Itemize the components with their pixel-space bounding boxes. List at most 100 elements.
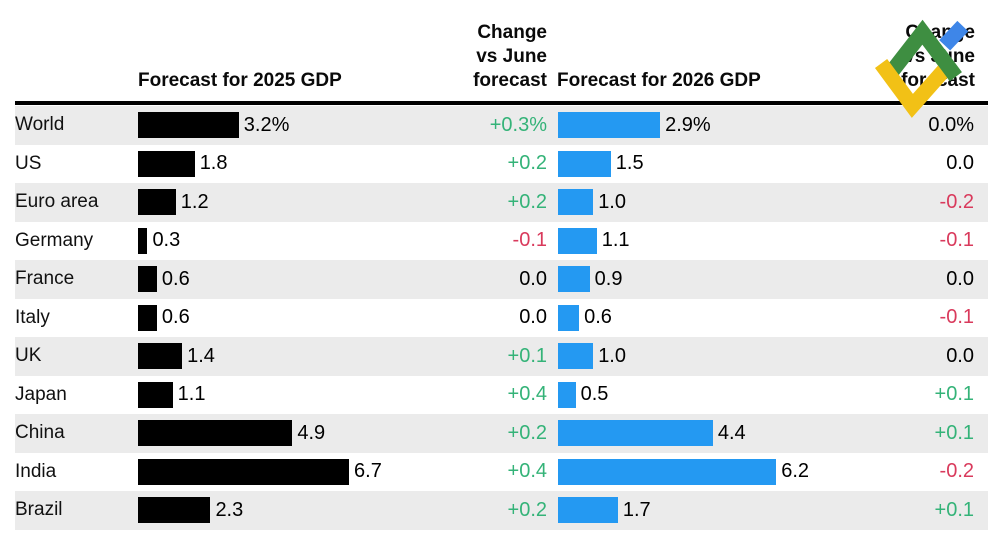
gdp-2026-cell: 1.0	[547, 343, 884, 370]
gdp-2025-value: 1.8	[199, 152, 228, 175]
row-label: UK	[15, 345, 42, 367]
gdp-2026-cell: 0.6	[547, 304, 884, 331]
table-row: Brazil 2.3 +0.2 1.7 +0.1	[15, 491, 988, 530]
gdp-2025-cell: 0.6	[138, 266, 460, 293]
gdp-2026-value: 1.7	[622, 498, 651, 521]
table-row: China 4.9 +0.2 4.4 +0.1	[15, 414, 988, 453]
gdp-2025-bar	[138, 304, 157, 331]
gdp-2025-value: 4.9	[297, 421, 326, 444]
change-2025-value: 0.0	[519, 306, 547, 329]
row-label: US	[15, 152, 42, 174]
gdp-2026-bar	[558, 266, 590, 293]
gdp-2025-bar	[138, 189, 176, 216]
change-2026-value: -0.2	[939, 460, 974, 483]
gdp-2026-value: 0.9	[594, 267, 623, 290]
header-change-vs-june-2025: Change vs June forecast	[473, 22, 547, 91]
row-label: Germany	[15, 229, 94, 251]
gdp-2026-cell: 2.9%	[547, 112, 884, 139]
change-2025-value: 0.0	[519, 267, 547, 290]
gdp-2026-bar	[558, 381, 576, 408]
change-2025-value: +0.2	[507, 421, 547, 444]
gdp-2025-value: 0.3	[152, 229, 181, 252]
gdp-2026-bar	[558, 497, 618, 524]
change-2026-value: 0.0%	[928, 113, 974, 136]
change-2025-value: +0.4	[507, 460, 547, 483]
gdp-2026-value: 2.9%	[665, 113, 711, 136]
row-label: Japan	[15, 383, 67, 405]
gdp-2025-cell: 6.7	[138, 458, 460, 485]
gdp-2026-value: 1.0	[598, 190, 626, 213]
table-body: World 3.2% +0.3% 2.9% 0.0% US 1.8 +0.2 1.5 0.0 Eur…	[15, 106, 988, 530]
gdp-2026-bar	[558, 189, 594, 216]
gdp-2025-cell: 1.4	[138, 343, 460, 370]
gdp-2025-cell: 1.1	[138, 381, 460, 408]
table-row: India 6.7 +0.4 6.2 -0.2	[15, 452, 988, 491]
row-label: Euro area	[15, 191, 99, 213]
table-row: Euro area 1.2 +0.2 1.0 -0.2	[15, 183, 988, 222]
gdp-2025-bar	[138, 497, 211, 524]
gdp-2026-cell: 1.0	[547, 189, 884, 216]
gdp-2025-value: 0.6	[161, 306, 190, 329]
gdp-2025-bar	[138, 112, 239, 139]
change-2026-value: 0.0	[946, 152, 974, 175]
change-2025-value: +0.2	[507, 498, 547, 521]
change-2026-value: -0.1	[939, 306, 974, 329]
gdp-2026-value: 1.0	[598, 344, 626, 367]
header-forecast-2026: Forecast for 2026 GDP	[557, 70, 761, 91]
change-2026-value: -0.1	[939, 229, 974, 252]
gdp-2026-cell: 0.5	[547, 381, 884, 408]
gdp-2025-cell: 4.9	[138, 420, 460, 447]
logo-yellow-check-icon	[874, 56, 958, 118]
row-label: Italy	[15, 306, 50, 328]
gdp-2026-bar	[558, 458, 777, 485]
gdp-2026-cell: 4.4	[547, 420, 884, 447]
gdp-2026-bar	[558, 227, 597, 254]
row-label: World	[15, 114, 65, 136]
gdp-2025-cell: 1.8	[138, 150, 460, 177]
gdp-2025-bar	[138, 343, 183, 370]
header-forecast-2025: Forecast for 2025 GDP	[138, 70, 342, 91]
gdp-2025-bar	[138, 458, 350, 485]
gdp-2026-bar	[558, 304, 580, 331]
change-2025-value: +0.2	[507, 152, 547, 175]
gdp-2025-value: 0.6	[161, 267, 190, 290]
table-row: UK 1.4 +0.1 1.0 0.0	[15, 337, 988, 376]
row-label: France	[15, 268, 75, 290]
gdp-2026-bar	[558, 112, 661, 139]
gdp-2026-value: 0.6	[584, 306, 612, 329]
gdp-2025-bar	[138, 266, 157, 293]
table-row: World 3.2% +0.3% 2.9% 0.0%	[15, 106, 988, 145]
header-divider-rule	[15, 101, 988, 105]
logo-green-overlay-icon	[932, 48, 962, 82]
table-row: France 0.6 0.0 0.9 0.0	[15, 260, 988, 299]
gdp-2025-bar	[138, 227, 148, 254]
gdp-2025-value: 1.4	[187, 344, 215, 367]
gdp-2025-cell: 3.2%	[138, 112, 460, 139]
gdp-2026-value: 0.5	[580, 383, 609, 406]
gdp-2026-cell: 1.7	[547, 497, 884, 524]
gdp-2026-bar	[558, 420, 713, 447]
row-label: China	[15, 422, 65, 444]
gdp-2026-cell: 0.9	[547, 266, 884, 293]
change-2026-value: 0.0	[946, 267, 974, 290]
change-2026-value: +0.1	[934, 498, 974, 521]
gdp-2025-bar	[138, 150, 195, 177]
gdp-2025-bar	[138, 420, 293, 447]
change-2025-value: +0.3%	[489, 113, 547, 136]
gdp-2025-value: 2.3	[215, 498, 244, 521]
gdp-2025-value: 1.1	[177, 383, 206, 406]
change-2025-value: -0.1	[512, 229, 547, 252]
gdp-2025-value: 3.2%	[243, 113, 290, 136]
change-2026-value: +0.1	[934, 383, 974, 406]
table-header: Forecast for 2025 GDP Change vs June for…	[0, 0, 1000, 105]
gdp-2026-bar	[558, 150, 611, 177]
gdp-2026-cell: 6.2	[547, 458, 884, 485]
gdp-2026-cell: 1.5	[547, 150, 884, 177]
logo-blue-segment-icon	[939, 20, 969, 51]
gdp-2026-cell: 1.1	[547, 227, 884, 254]
table-row: Japan 1.1 +0.4 0.5 +0.1	[15, 375, 988, 414]
change-2026-value: 0.0	[946, 344, 974, 367]
gdp-2025-cell: 0.3	[138, 227, 460, 254]
change-2025-value: +0.1	[507, 344, 547, 367]
